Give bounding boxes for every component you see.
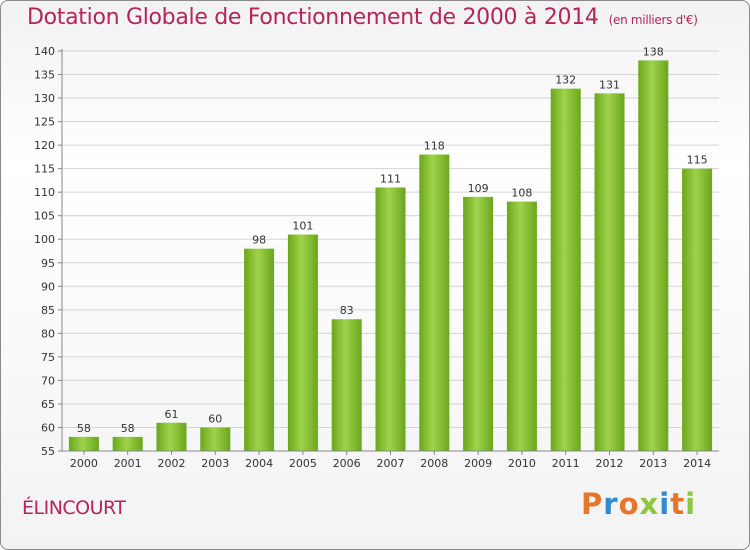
logo-letter: t [670, 487, 686, 521]
y-tick-label: 90 [41, 280, 55, 293]
y-tick-label: 115 [34, 163, 55, 176]
x-tick-label: 2008 [420, 457, 448, 470]
data-label-2003: 60 [208, 412, 222, 425]
bar-2006 [331, 319, 362, 451]
bar-2007 [375, 187, 406, 451]
y-tick-label: 120 [34, 139, 55, 152]
y-tick-label: 75 [41, 351, 55, 364]
bar-2003 [200, 427, 231, 451]
y-tick-label: 110 [34, 186, 55, 199]
x-tick-label: 2012 [596, 457, 624, 470]
data-label-2001: 58 [121, 422, 135, 435]
data-label-2006: 83 [340, 304, 354, 317]
commune-name: ÉLINCOURT [22, 497, 126, 519]
logo-letter: i [685, 487, 697, 521]
proxiti-logo: Proxiti [581, 487, 696, 521]
data-label-2010: 108 [511, 187, 532, 200]
chart-title-text: Dotation Globale de Fonctionnement de 20… [27, 5, 599, 30]
bar-2008 [419, 154, 450, 451]
bar-2002 [156, 422, 187, 451]
bar-2011 [550, 88, 581, 451]
y-tick-label: 65 [41, 398, 55, 411]
logo-letter: r [603, 487, 619, 521]
y-tick-label: 130 [34, 92, 55, 105]
bar-2013 [638, 60, 669, 451]
bar-2009 [463, 196, 494, 451]
y-tick-label: 80 [41, 327, 55, 340]
logo-letter: x [639, 487, 660, 521]
bar-2001 [112, 436, 143, 451]
y-tick-label: 100 [34, 233, 55, 246]
x-tick-label: 2000 [70, 457, 98, 470]
x-tick-label: 2004 [245, 457, 273, 470]
x-tick-label: 2011 [552, 457, 580, 470]
x-tick-label: 2002 [158, 457, 186, 470]
y-tick-label: 95 [41, 257, 55, 270]
x-tick-label: 2013 [639, 457, 667, 470]
bars: 58 58 61 60 98 101 83 111 118 109 108 132 131 138 115 [68, 45, 713, 452]
x-tick-label: 2005 [289, 457, 317, 470]
x-tick-label: 2007 [377, 457, 405, 470]
axes: 55 60 65 70 75 80 85 90 95 100 105 110 115 120 125 130 1… [34, 45, 719, 470]
bar-2012 [594, 93, 625, 452]
x-tick-label: 2009 [464, 457, 492, 470]
data-label-2014: 115 [687, 154, 708, 167]
bar-2014 [682, 168, 713, 451]
data-label-2000: 58 [77, 422, 91, 435]
y-tick-label: 85 [41, 304, 55, 317]
y-tick-label: 60 [41, 421, 55, 434]
bar-2010 [506, 201, 537, 451]
data-label-2002: 61 [165, 408, 179, 421]
data-label-2013: 138 [643, 45, 664, 58]
data-label-2005: 101 [292, 220, 313, 233]
y-tick-label: 125 [34, 116, 55, 129]
chart-title: Dotation Globale de Fonctionnement de 20… [27, 5, 698, 30]
chart-subtitle: (en milliers d'€) [608, 13, 698, 27]
y-tick-label: 140 [34, 45, 55, 58]
logo-letter: P [581, 487, 604, 521]
data-label-2012: 131 [599, 78, 620, 91]
data-label-2009: 109 [468, 182, 489, 195]
x-tick-label: 2010 [508, 457, 536, 470]
data-label-2008: 118 [424, 140, 445, 153]
y-tick-label: 55 [41, 445, 55, 458]
x-tick-label: 2014 [683, 457, 711, 470]
data-label-2004: 98 [252, 234, 266, 247]
data-label-2011: 132 [555, 74, 576, 87]
x-tick-label: 2003 [201, 457, 229, 470]
bar-2000 [68, 436, 99, 451]
logo-letter: o [618, 487, 640, 521]
data-label-2007: 111 [380, 172, 401, 185]
y-tick-label: 70 [41, 374, 55, 387]
logo-letter: i [659, 487, 671, 521]
y-tick-label: 105 [34, 210, 55, 223]
y-tick-label: 135 [34, 69, 55, 82]
x-tick-label: 2006 [333, 457, 361, 470]
bar-2005 [287, 234, 318, 451]
x-tick-label: 2001 [114, 457, 142, 470]
bar-2004 [244, 248, 275, 451]
